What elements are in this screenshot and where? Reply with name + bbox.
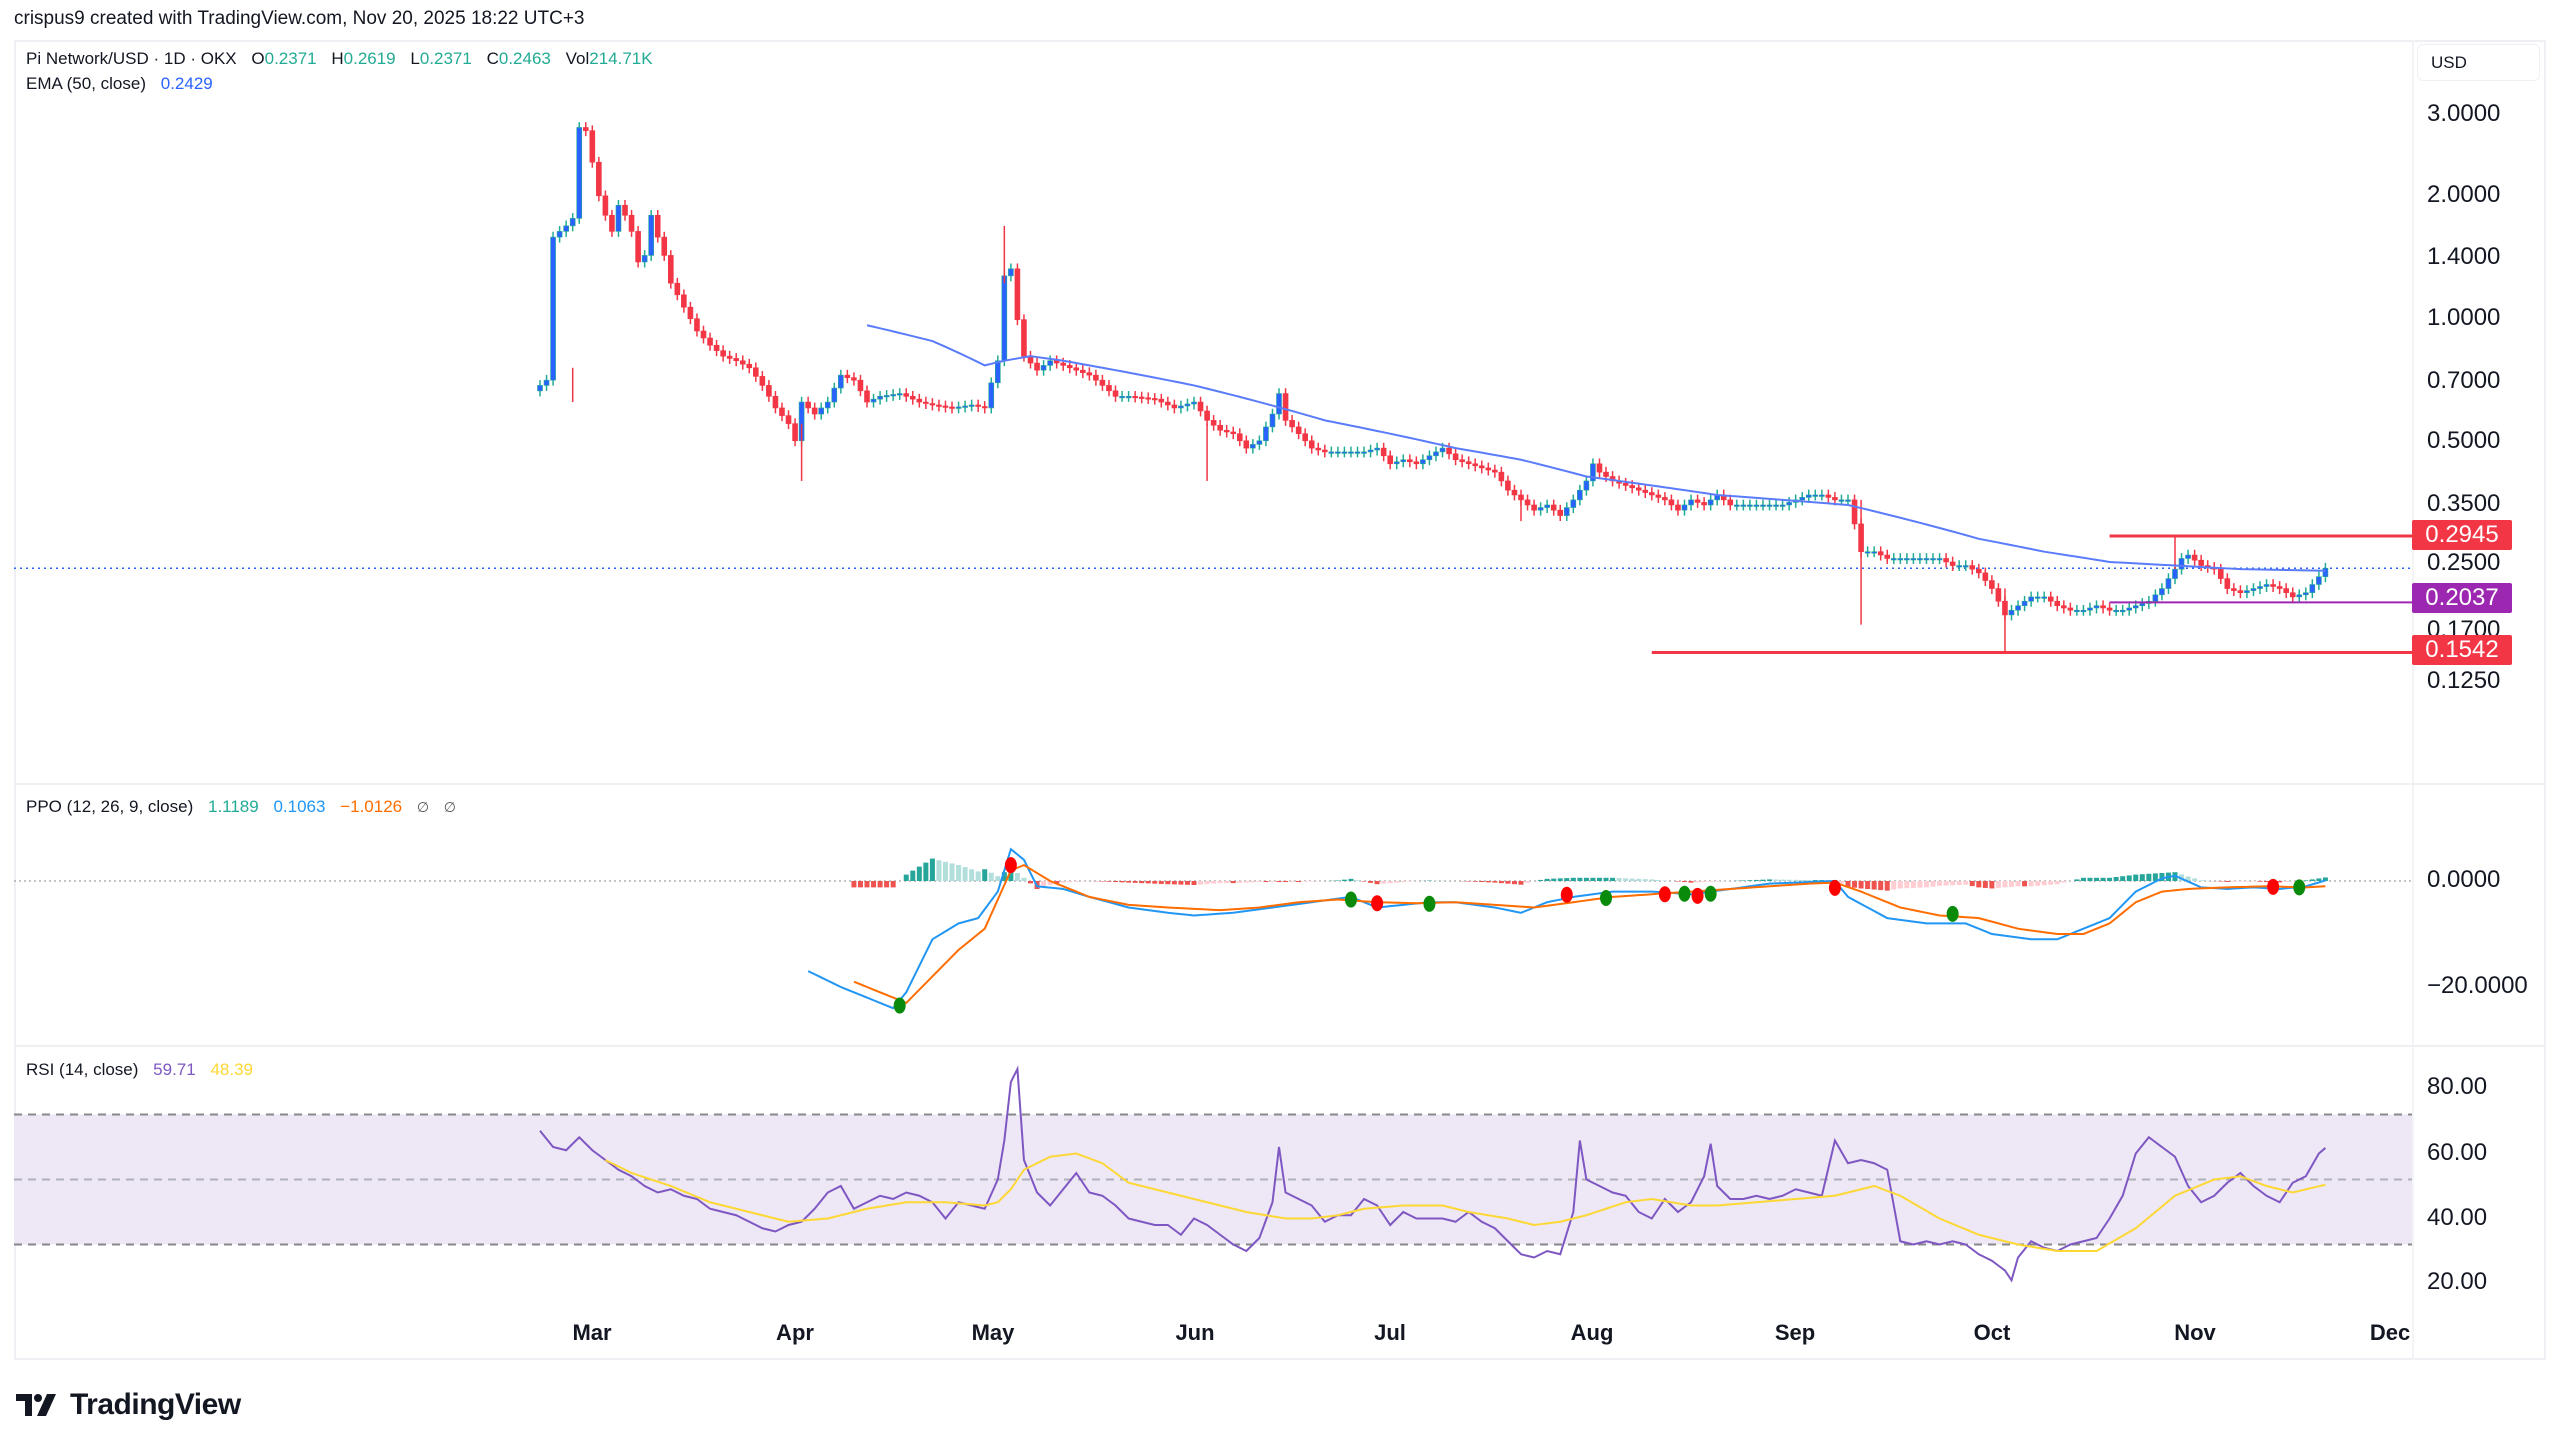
resistance-price-tag[interactable]: 0.2945 [2412,520,2512,550]
cross-marker [2267,878,2280,895]
open-value: 0.2371 [264,49,317,68]
cross-marker [893,997,906,1014]
rsi-value: 59.71 [153,1060,196,1079]
time-axis-label: Nov [2174,1320,2216,1345]
ppo-axis-label: 0.0000 [2427,866,2501,893]
rsi-axis-label: 80.00 [2427,1073,2488,1100]
rsi-band [14,1114,2412,1245]
cross-marker [1600,889,1613,906]
time-axis-label: Sep [1774,1320,1816,1345]
price-axis-label: 0.7000 [2427,367,2501,394]
time-axis-label: Jun [1175,1320,1215,1345]
cross-marker [1828,879,1841,896]
empty-set-icon: ∅ [416,799,430,815]
ema-line [866,324,2326,572]
rsi-axis-label: 40.00 [2427,1204,2488,1231]
ema-label: EMA (50, close) [26,74,146,93]
time-axis-label: Dec [2369,1320,2411,1345]
ppo-label: PPO (12, 26, 9, close) [26,797,194,816]
cross-marker [1004,857,1017,874]
rsi-legend[interactable]: RSI (14, close) 59.71 48.39 [26,1060,263,1080]
price-axis-label: 0.3500 [2427,490,2501,517]
rsi-axis-label: 60.00 [2427,1139,2488,1166]
price-axis-label: 0.2500 [2427,549,2501,576]
support-price-tag[interactable]: 0.2037 [2412,583,2512,613]
time-axis-label: Apr [776,1320,814,1345]
rsi-ma-value: 48.39 [210,1060,253,1079]
ppo-signal-value: −1.0126 [340,797,403,816]
cross-marker [1658,886,1671,903]
cross-marker [1560,886,1573,903]
ppo-axis-label: −20.0000 [2427,972,2528,999]
time-axis-label: Mar [572,1320,612,1345]
price-axis-label: 2.0000 [2427,181,2501,208]
ema-legend[interactable]: EMA (50, close) 0.2429 [26,74,223,94]
low-value: 0.2371 [419,49,472,68]
cross-marker [1371,895,1384,912]
ppo-hist-value: 1.1189 [207,797,259,816]
currency-button[interactable]: USD [2417,44,2540,81]
cross-marker [1678,885,1691,902]
chart-frame [14,40,2546,1360]
rsi-ma-line [604,1152,2326,1252]
pane-separator-rsi[interactable] [14,1045,2546,1047]
main-legend: Pi Network/USD · 1D · OKX O0.2371 H0.261… [26,49,653,68]
cross-marker [1344,891,1357,908]
price-axis-separator [2412,40,2414,1360]
tradingview-wordmark: TradingView [70,1388,241,1421]
close-value: 0.2463 [498,49,551,68]
time-axis-label: Oct [1973,1320,2011,1345]
price-axis-label: 1.0000 [2427,304,2501,331]
cross-marker [1704,885,1717,902]
cross-marker [1691,887,1704,904]
cross-marker [1946,905,1959,922]
tradingview-logo-icon [16,1394,56,1416]
time-axis-label: May [971,1320,1015,1345]
time-axis-label: Aug [1570,1320,1614,1345]
chart-caption: crispus9 created with TradingView.com, N… [14,8,585,29]
ppo-signal-line [853,863,2326,1005]
ppo-value: 0.1063 [273,797,326,816]
empty-set-icon: ∅ [443,799,456,815]
volume-value: 214.71K [589,49,653,68]
pane-separator-ppo[interactable] [14,783,2546,785]
cross-marker [1423,895,1436,912]
price-axis-label: 1.4000 [2427,243,2501,270]
ppo-legend[interactable]: PPO (12, 26, 9, close) 1.1189 0.1063 −1.… [26,797,466,817]
price-axis-label: 0.5000 [2427,427,2501,454]
price-axis-label: 3.0000 [2427,100,2501,127]
low-price-tag[interactable]: 0.1542 [2412,635,2512,665]
symbol-title[interactable]: Pi Network/USD · 1D · OKX [26,49,237,68]
cross-marker [2293,879,2306,896]
ema-value: 0.2429 [160,74,213,93]
time-axis-label: Jul [1374,1320,1406,1345]
rsi-label: RSI (14, close) [26,1060,139,1079]
rsi-axis-label: 20.00 [2427,1268,2488,1295]
high-value: 0.2619 [343,49,396,68]
price-axis-label: 0.1250 [2427,667,2501,694]
tradingview-logo[interactable]: TradingView [14,1388,241,1422]
